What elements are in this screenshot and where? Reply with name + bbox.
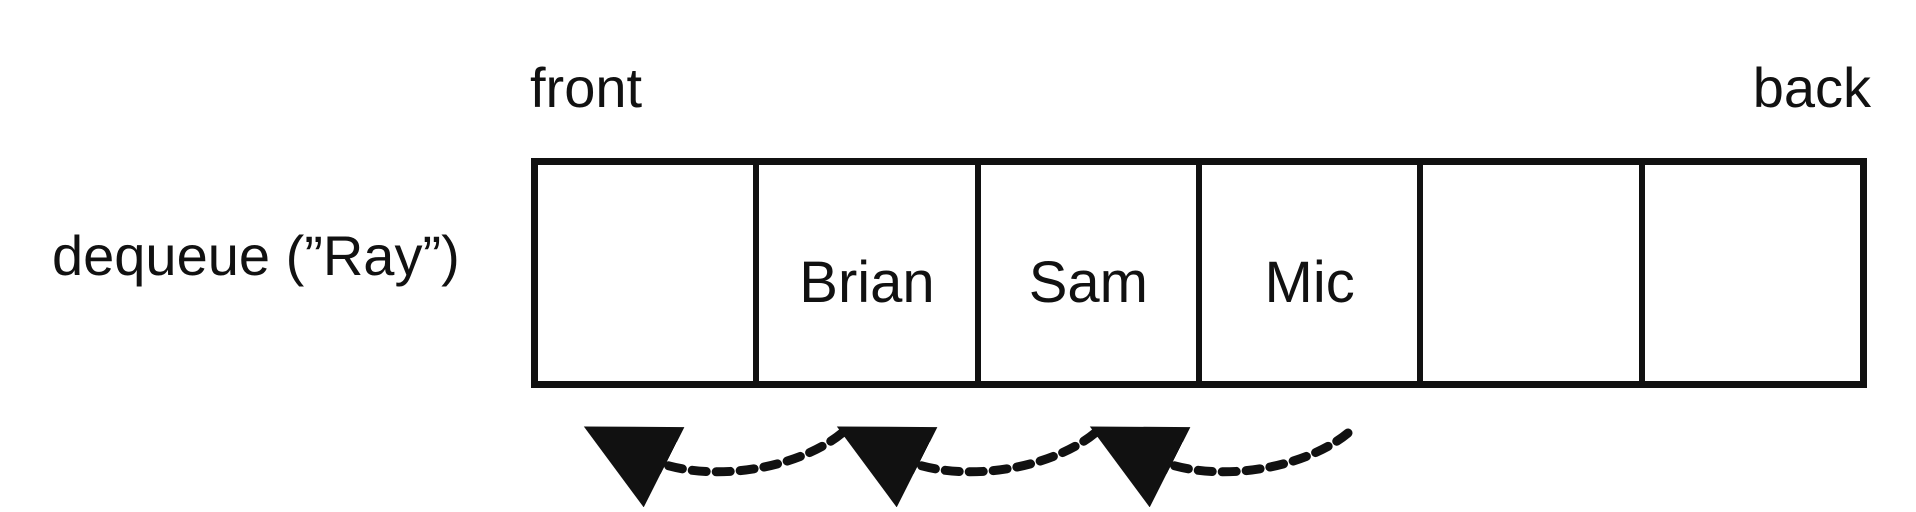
queue-cell <box>1423 165 1645 381</box>
queue-cell <box>538 165 760 381</box>
queue-cell: Sam <box>981 165 1202 381</box>
operation-label: dequeue (”Ray”) <box>52 224 460 287</box>
shift-arrow-2 <box>836 426 1100 508</box>
shift-arrow-3 <box>1089 426 1353 508</box>
front-label: front <box>530 56 643 119</box>
shift-arrow-1 <box>583 426 847 508</box>
queue-cell: Mic <box>1202 165 1424 381</box>
back-label: back <box>1752 56 1871 119</box>
queue-cell: Brian <box>759 165 981 381</box>
queue-array: Brian Sam Mic <box>531 158 1867 388</box>
